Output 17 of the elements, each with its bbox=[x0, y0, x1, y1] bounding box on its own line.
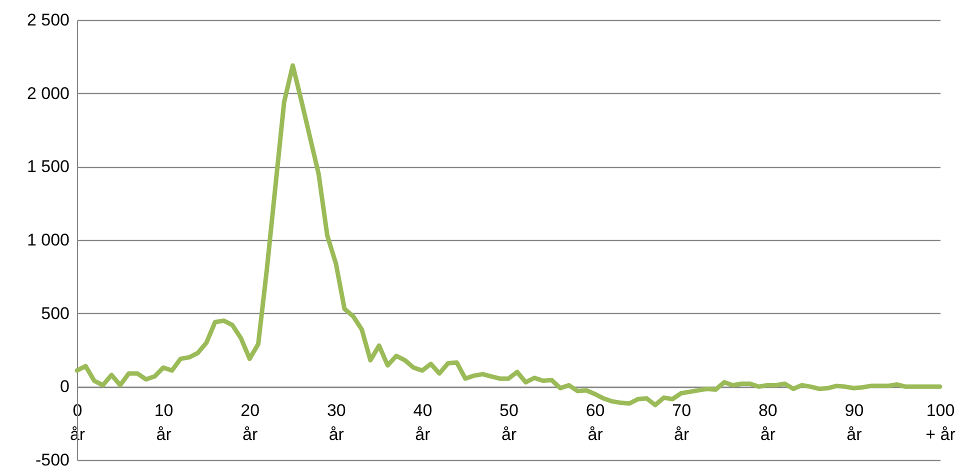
x-tick-label: 40 år bbox=[413, 401, 432, 444]
y-tick-label: 1 000 bbox=[26, 230, 70, 250]
y-tick-label: 2 500 bbox=[26, 10, 70, 30]
x-tick-label: 60 år bbox=[586, 401, 605, 444]
x-tick-label: 30 år bbox=[326, 401, 346, 444]
x-tick-label: 10 år bbox=[154, 401, 174, 444]
y-tick-label: -500 bbox=[35, 450, 70, 467]
y-tick-label: 1 500 bbox=[26, 157, 70, 176]
x-tick-label: 80 år bbox=[758, 401, 778, 444]
x-tick-label: 20 år bbox=[240, 401, 260, 444]
x-tick-label: 50 år bbox=[500, 401, 518, 444]
x-tick-label: 90 år bbox=[844, 401, 864, 444]
y-tick-label: 2 000 bbox=[26, 84, 70, 103]
x-tick-label: 100 + år bbox=[926, 401, 956, 444]
x-tick-label: 70 år bbox=[672, 401, 692, 444]
y-tick-label: 0 bbox=[60, 377, 70, 396]
y-tick-label: 500 bbox=[41, 304, 70, 323]
